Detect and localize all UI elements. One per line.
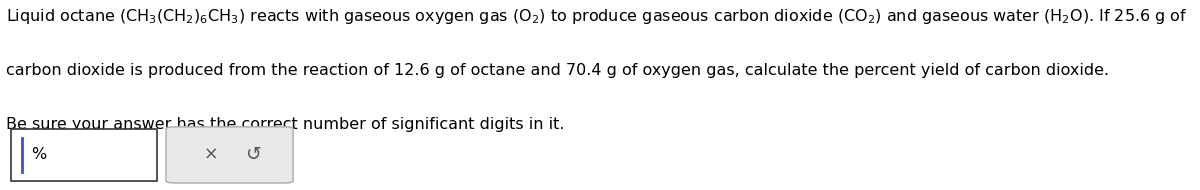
Text: %: % (31, 147, 47, 162)
Text: ↺: ↺ (246, 145, 262, 164)
Text: Liquid octane $\left(\mathrm{CH_3(CH_2)_6CH_3}\right)$ reacts with gaseous oxyge: Liquid octane $\left(\mathrm{CH_3(CH_2)_… (6, 7, 1188, 26)
FancyBboxPatch shape (166, 127, 293, 183)
Text: Be sure your answer has the correct number of significant digits in it.: Be sure your answer has the correct numb… (6, 117, 564, 132)
FancyBboxPatch shape (11, 129, 157, 181)
Text: ×: × (204, 146, 218, 164)
Text: carbon dioxide is produced from the reaction of 12.6 g of octane and 70.4 g of o: carbon dioxide is produced from the reac… (6, 63, 1109, 78)
